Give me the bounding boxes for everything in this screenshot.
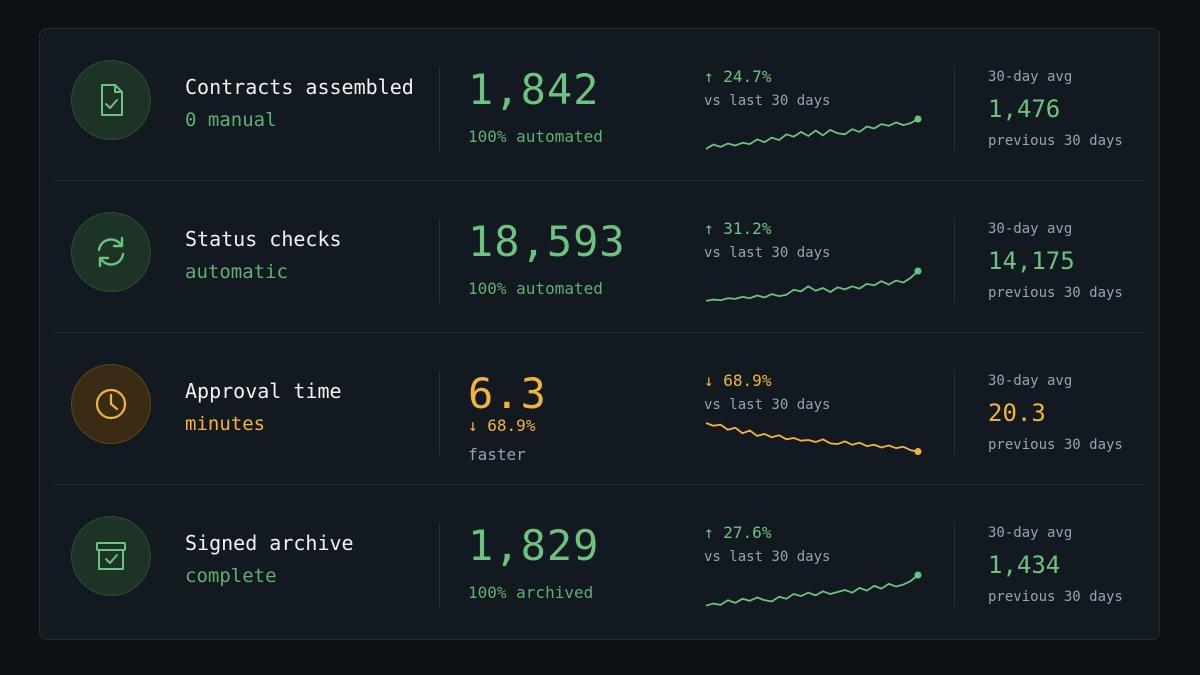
avg-label: 30-day avg [988,221,1073,237]
change-label: vs last 30 days [704,93,831,109]
row-divider [54,180,1145,181]
icon-badge [71,516,151,596]
change-indicator: ↑ 31.2% [704,219,771,238]
change-indicator: ↓ 68.9% [704,371,771,390]
arrow-up-icon: ↑ [704,219,714,238]
sparkline-endpoint [914,115,922,123]
divider [954,371,955,455]
metric-subtitle: minutes [185,413,266,435]
change-percent: 31.2% [723,219,772,238]
change-label: vs last 30 days [704,245,831,261]
arrow-up-icon: ↑ [704,67,714,86]
sparkline-path [705,574,919,607]
metric-value: 1,842 [468,65,600,114]
arrow-down-icon: ↓ [704,371,714,390]
avg-caption: previous 30 days [988,589,1123,605]
divider [954,523,955,607]
metric-value-caption: ↓ 68.9% [468,416,535,435]
sparkline-endpoint [914,448,922,456]
clock-icon [95,388,127,420]
sparkline [705,422,922,456]
archive-check-icon [96,542,126,570]
metric-value: 6.3 [468,369,547,418]
avg-value: 1,476 [988,95,1061,123]
change-indicator: ↑ 27.6% [704,523,771,542]
sparkline-endpoint [914,571,922,579]
sparkline [705,267,922,302]
metric-value-caption-2: faster [468,445,526,464]
avg-label: 30-day avg [988,373,1073,389]
metric-value-caption: 100% automated [468,279,603,298]
sparkline-path [705,422,919,453]
row-divider [54,484,1145,485]
metric-row-status-checks: Status checks automatic 18,593 100% auto… [40,181,1159,333]
avg-label: 30-day avg [988,69,1073,85]
divider [954,67,955,151]
change-percent: 68.9% [723,371,772,390]
change-label: vs last 30 days [704,549,831,565]
icon-badge [71,364,151,444]
sparkline [705,571,922,607]
change-indicator: ↑ 24.7% [704,67,771,86]
sparkline [705,115,922,150]
metric-value: 18,593 [468,217,626,266]
avg-label: 30-day avg [988,525,1073,541]
avg-value: 1,434 [988,551,1061,579]
metric-title: Contracts assembled [185,75,414,99]
metric-title: Signed archive [185,531,354,555]
row-divider [54,332,1145,333]
document-check-icon [101,84,123,116]
sparkline-endpoint [914,267,922,275]
divider [439,371,440,455]
refresh-icon [97,236,125,268]
change-percent: 27.6% [723,523,772,542]
sparkline-path [705,270,919,302]
decrease-percent: 68.9% [487,416,536,435]
divider [439,523,440,607]
metric-subtitle: complete [185,565,277,587]
metric-title: Approval time [185,379,342,403]
metric-row-approval-time: Approval time minutes 6.3 ↓ 68.9% faster… [40,333,1159,485]
icon-badge [71,212,151,292]
avg-value: 14,175 [988,247,1075,275]
metric-title: Status checks [185,227,342,251]
divider [439,67,440,151]
arrow-down-icon: ↓ [468,416,478,435]
metric-subtitle: 0 manual [185,109,277,131]
change-label: vs last 30 days [704,397,831,413]
metric-row-signed-archive: Signed archive complete 1,829 100% archi… [40,485,1159,637]
metric-subtitle: automatic [185,261,288,283]
avg-caption: previous 30 days [988,285,1123,301]
avg-caption: previous 30 days [988,437,1123,453]
avg-caption: previous 30 days [988,133,1123,149]
metric-value-caption: 100% automated [468,127,603,146]
change-percent: 24.7% [723,67,772,86]
metrics-panel: Contracts assembled 0 manual 1,842 100% … [39,28,1160,640]
icon-badge [71,60,151,140]
divider [954,219,955,303]
metric-row-contracts: Contracts assembled 0 manual 1,842 100% … [40,29,1159,181]
divider [439,219,440,303]
arrow-up-icon: ↑ [704,523,714,542]
metric-value: 1,829 [468,521,600,570]
metric-value-caption: 100% archived [468,583,594,602]
sparkline-path [705,118,919,150]
avg-value: 20.3 [988,399,1046,427]
